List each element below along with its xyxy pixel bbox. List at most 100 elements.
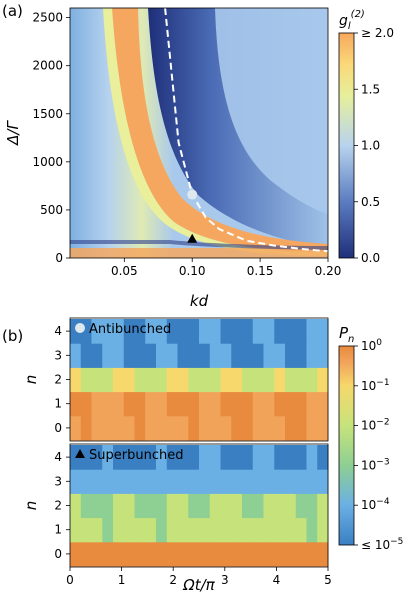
heatmap-a xyxy=(70,8,328,258)
pn-cell xyxy=(70,517,82,543)
pn-cell xyxy=(242,391,254,417)
pn-cell xyxy=(134,367,146,393)
pn-cell xyxy=(113,493,125,519)
heatmap-a-bottom-strip xyxy=(70,248,328,258)
pn-cell xyxy=(306,445,318,470)
pn-cell xyxy=(209,319,221,344)
pn-cell xyxy=(166,493,178,519)
pn-cell xyxy=(134,541,146,567)
pn-cell xyxy=(166,469,178,494)
pn-cell xyxy=(102,469,114,494)
panel-a-label: (a) xyxy=(2,2,23,20)
pn-cell xyxy=(113,469,125,494)
pn-cell xyxy=(242,319,254,344)
pn-cell xyxy=(274,391,286,417)
pn-cell xyxy=(123,493,135,519)
pn-cell xyxy=(188,517,200,543)
colorbar-b-tick-label: ≤ 10−5 xyxy=(361,537,403,552)
y-tick-label-b: 0 xyxy=(54,421,62,435)
pn-cell xyxy=(134,517,146,543)
pn-cell xyxy=(209,493,221,519)
pn-cell xyxy=(209,391,221,417)
y-tick-label-b: 2 xyxy=(54,499,62,513)
pn-cell xyxy=(188,343,200,368)
pn-cell xyxy=(123,541,135,567)
pn-cell xyxy=(317,445,329,470)
pn-cell xyxy=(220,367,232,393)
pn-cell xyxy=(113,391,125,417)
pn-cell xyxy=(134,445,146,470)
pn-cell xyxy=(285,319,297,344)
pn-cell xyxy=(285,343,297,368)
pn-cell xyxy=(295,343,307,368)
x-tick-label-b: 2 xyxy=(169,573,177,587)
colorbar-a xyxy=(338,32,355,259)
pn-cell xyxy=(102,343,114,368)
pn-cell xyxy=(134,493,146,519)
colorbar-a-tick-label: 0.0 xyxy=(361,251,380,265)
marker-superbunched xyxy=(187,233,198,243)
pn-cell xyxy=(113,415,125,441)
pn-cell xyxy=(145,319,157,344)
pn-cell xyxy=(295,415,307,441)
pn-cell xyxy=(80,541,92,567)
colorbar-a-ticks: 0.0 0.5 1.0 1.5 ≥ 2.0 xyxy=(354,26,394,265)
y-axis-label-a: Δ/Γ xyxy=(4,120,22,146)
pn-cell xyxy=(242,469,254,494)
y-tick-label-b: 2 xyxy=(54,373,62,387)
pn-cell xyxy=(123,391,135,417)
pn-cell xyxy=(285,517,297,543)
pn-cell xyxy=(295,469,307,494)
subplot-title: Superbunched xyxy=(89,448,183,463)
pn-cell xyxy=(166,367,178,393)
resonance-dashed-line xyxy=(164,8,328,253)
heatmap-a-bunched-band xyxy=(112,8,328,252)
colorbar-a-tick-label: ≥ 2.0 xyxy=(361,26,394,40)
pn-cell xyxy=(220,391,232,417)
pn-cell xyxy=(188,469,200,494)
pn-cell xyxy=(274,469,286,494)
pn-cell xyxy=(70,343,82,368)
x-tick-label-b: 3 xyxy=(221,573,229,587)
pn-cell xyxy=(91,367,103,393)
pn-cell xyxy=(199,517,211,543)
pn-cell xyxy=(242,541,254,567)
colorbar-b-tick-label: 10−2 xyxy=(361,418,390,433)
pn-cell xyxy=(209,445,221,470)
pn-cell xyxy=(145,391,157,417)
pn-cell xyxy=(242,415,254,441)
pn-cell xyxy=(306,415,318,441)
colorbar-a-tick-label: 1.5 xyxy=(361,82,380,96)
pn-cell xyxy=(134,469,146,494)
pn-cell xyxy=(263,541,275,567)
pn-cell xyxy=(177,469,189,494)
pn-cell xyxy=(177,319,189,344)
pn-cell xyxy=(252,445,264,470)
pn-cell xyxy=(80,517,92,543)
pn-cell xyxy=(263,319,275,344)
pn-cell xyxy=(252,415,264,441)
marker-antibunched xyxy=(187,189,198,200)
pn-cell xyxy=(70,391,82,417)
pn-cell xyxy=(70,415,82,441)
pn-cell xyxy=(285,469,297,494)
pn-cell xyxy=(220,343,232,368)
pn-cell xyxy=(317,469,329,494)
pn-cell xyxy=(209,517,221,543)
pn-cell xyxy=(209,469,221,494)
pn-cell xyxy=(134,319,146,344)
pn-cell xyxy=(199,541,211,567)
pn-cell xyxy=(188,415,200,441)
pn-cell xyxy=(123,343,135,368)
pn-cell xyxy=(91,391,103,417)
pn-cell xyxy=(166,415,178,441)
colorbar-b-label: Pn xyxy=(339,324,354,345)
pn-cell xyxy=(295,319,307,344)
pn-cell xyxy=(177,343,189,368)
pn-cell xyxy=(220,493,232,519)
pn-cell xyxy=(91,319,103,344)
pn-cell xyxy=(145,415,157,441)
x-tick-label-a: 0.10 xyxy=(179,264,206,278)
pn-cell xyxy=(156,415,168,441)
pn-cell xyxy=(177,445,189,470)
